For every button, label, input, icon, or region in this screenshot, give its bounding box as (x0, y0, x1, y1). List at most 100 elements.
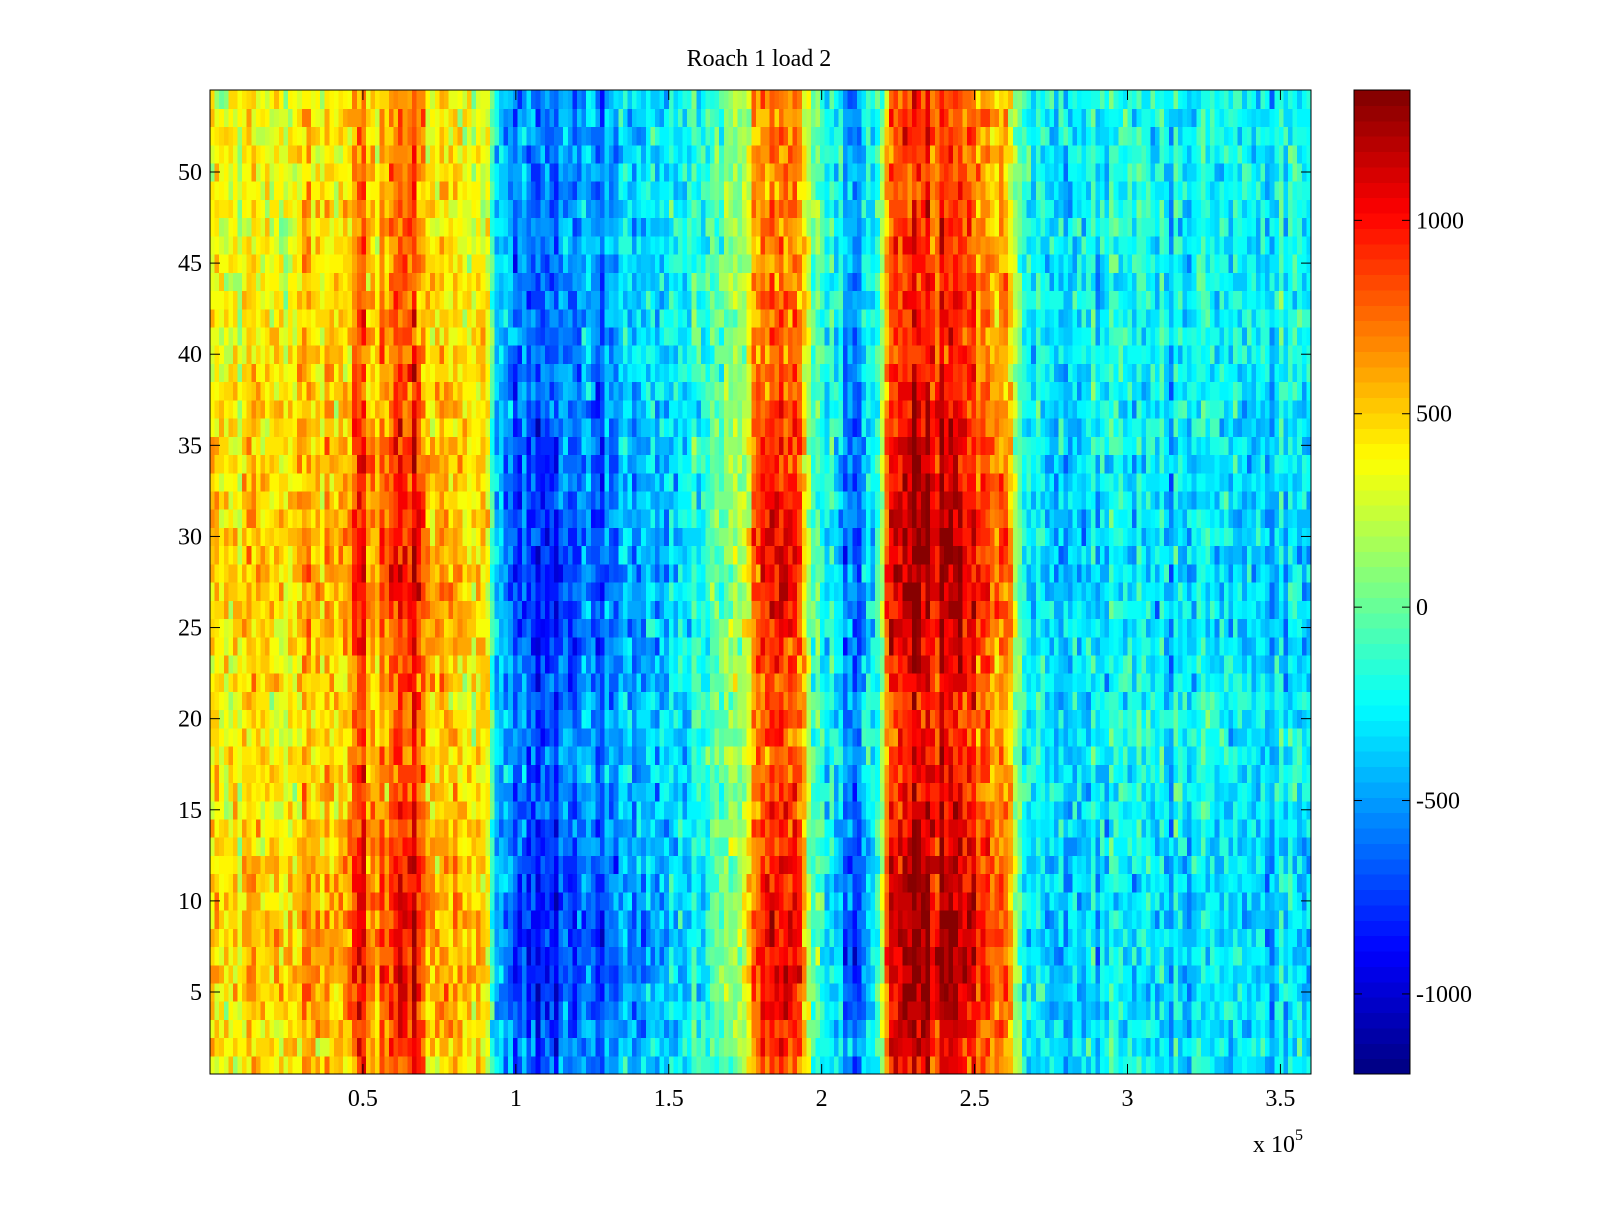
heatmap-cell (590, 946, 596, 966)
heatmap-cell (820, 964, 826, 984)
heatmap-cell (838, 928, 844, 948)
heatmap-cell (287, 727, 294, 747)
heatmap-cell (966, 727, 973, 747)
heatmap-cell (916, 982, 922, 1002)
heatmap-cell (1127, 782, 1133, 802)
heatmap-cell (599, 873, 606, 893)
heatmap-cell (352, 891, 358, 911)
heatmap-cell (531, 800, 537, 820)
heatmap-cell (388, 709, 395, 729)
heatmap-cell (659, 764, 665, 784)
heatmap-cell (572, 727, 578, 747)
heatmap-cell (1255, 855, 1262, 875)
heatmap-cell (228, 982, 234, 1002)
heatmap-cell (673, 910, 679, 929)
heatmap-cell (232, 964, 239, 984)
heatmap-cell (503, 727, 509, 747)
heatmap-cell (751, 800, 757, 820)
heatmap-cell (888, 1055, 895, 1075)
heatmap-cell (1205, 910, 1211, 929)
heatmap-cell (384, 873, 390, 893)
heatmap-cell (645, 1037, 651, 1057)
heatmap-cell (503, 1055, 509, 1075)
heatmap-cell (1063, 764, 1069, 784)
heatmap-cell (1109, 910, 1115, 929)
heatmap-cell (1067, 928, 1074, 948)
heatmap-cell (421, 818, 427, 838)
heatmap-cell (599, 691, 606, 711)
heatmap-cell (370, 1037, 376, 1057)
heatmap-cell (1141, 1019, 1147, 1039)
heatmap-cell (287, 1019, 294, 1039)
heatmap-cell (443, 1019, 450, 1039)
heatmap-cell (788, 746, 794, 765)
heatmap-cell (1210, 709, 1216, 729)
heatmap-cell (466, 855, 473, 875)
heatmap-cell (815, 910, 821, 929)
heatmap-cell (622, 1055, 629, 1075)
heatmap-cell (1040, 1037, 1046, 1057)
heatmap-cell (425, 1001, 431, 1020)
heatmap-cell (554, 1019, 560, 1039)
heatmap-cell (466, 764, 473, 784)
heatmap-cell (457, 1001, 463, 1020)
heatmap-cell (246, 709, 252, 729)
heatmap-cell (907, 818, 913, 838)
heatmap-cell (347, 946, 353, 966)
heatmap-cell (1173, 1037, 1179, 1057)
heatmap-cell (512, 946, 518, 966)
heatmap-cell (283, 982, 289, 1002)
heatmap-cell (609, 837, 615, 856)
heatmap-cell (1173, 946, 1179, 966)
heatmap-cell (1021, 800, 1028, 820)
heatmap-cell (1265, 873, 1271, 893)
heatmap-cell (705, 1055, 711, 1075)
heatmap-cell (1090, 800, 1096, 820)
heatmap-cell (976, 1055, 982, 1075)
heatmap-cell (641, 727, 647, 747)
heatmap-cell (710, 873, 716, 893)
heatmap-cell (485, 727, 491, 747)
heatmap-cell (577, 727, 583, 747)
heatmap-cell (618, 800, 624, 820)
heatmap-cell (462, 982, 468, 1002)
heatmap-cell (714, 873, 720, 893)
heatmap-cell (407, 910, 413, 929)
heatmap-cell (1260, 855, 1266, 875)
heatmap-cell (944, 928, 950, 948)
heatmap-cell (838, 709, 844, 729)
heatmap-cell (1044, 891, 1051, 911)
heatmap-cell (1196, 910, 1202, 929)
heatmap-cell (1150, 746, 1156, 765)
heatmap-cell (1283, 746, 1289, 765)
heatmap-cell (1003, 782, 1009, 802)
heatmap-cell (1136, 982, 1142, 1002)
heatmap-cell (1274, 928, 1280, 948)
heatmap-cell (411, 800, 418, 820)
heatmap-cell (1219, 891, 1225, 911)
heatmap-cell (921, 1037, 927, 1057)
heatmap-cell (242, 746, 248, 765)
heatmap-cell (297, 1037, 303, 1057)
heatmap-cell (1255, 1055, 1262, 1075)
heatmap-cell (732, 855, 739, 875)
heatmap-cell (1017, 891, 1023, 911)
heatmap-cell (356, 782, 362, 802)
heatmap-cell (301, 764, 307, 784)
heatmap-cell (526, 818, 532, 838)
heatmap-cell (806, 727, 812, 747)
heatmap-cell (508, 727, 514, 747)
heatmap-cell (448, 709, 454, 729)
heatmap-cell (581, 873, 587, 893)
heatmap-cell (443, 964, 450, 984)
heatmap-cell (223, 1055, 229, 1075)
heatmap-cell (916, 837, 922, 856)
heatmap-cell (962, 1019, 968, 1039)
heatmap-cell (1260, 928, 1266, 948)
heatmap-cell (425, 873, 431, 893)
heatmap-cell (1251, 1019, 1257, 1039)
heatmap-cell (526, 746, 532, 765)
heatmap-cell (572, 946, 578, 966)
heatmap-cell (301, 964, 307, 984)
heatmap-cell (654, 855, 661, 875)
